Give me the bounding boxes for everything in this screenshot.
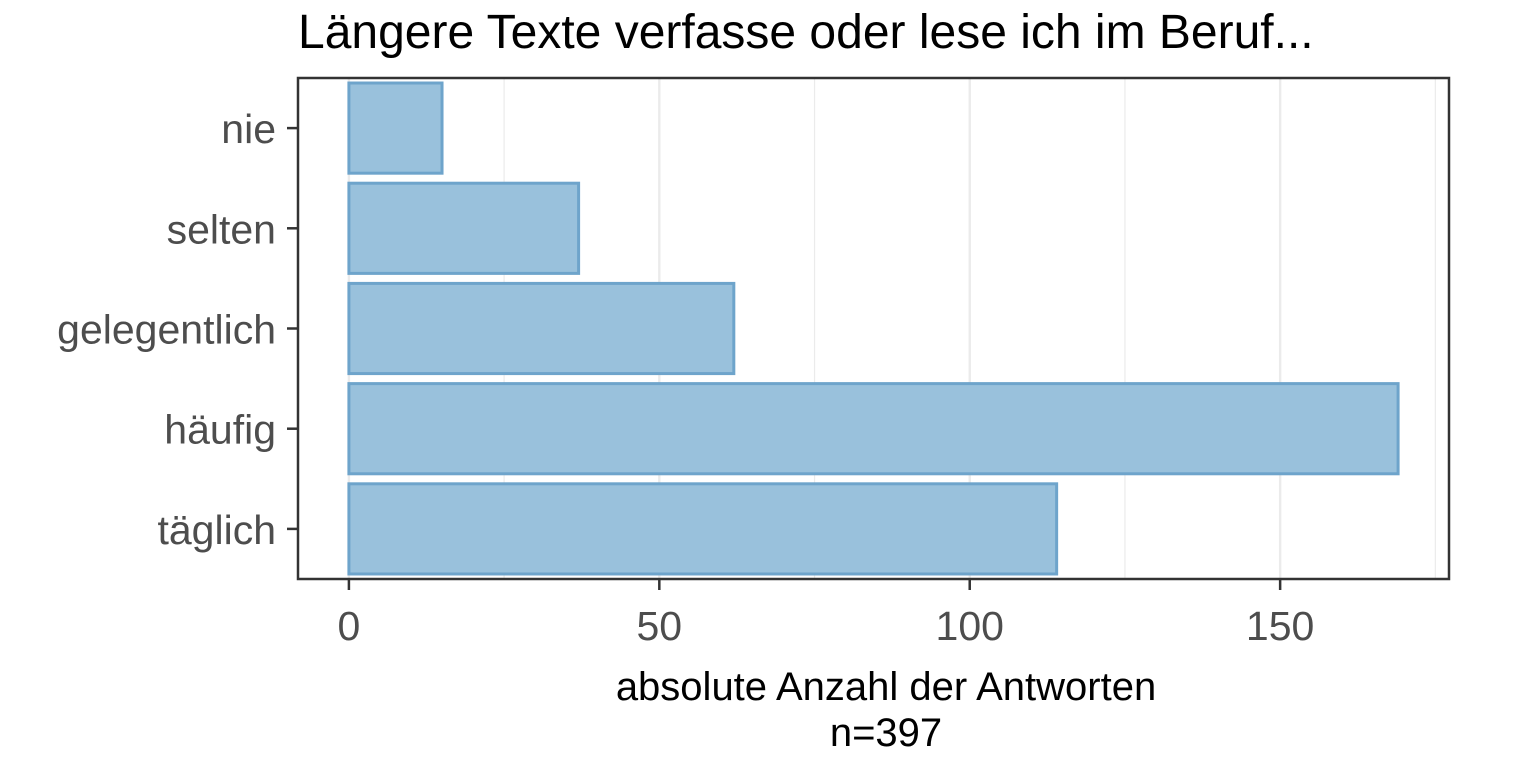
chart-title: Längere Texte verfasse oder lese ich im …	[298, 6, 1314, 59]
bar-nie	[347, 81, 444, 175]
bar-täglich	[347, 482, 1059, 576]
y-tick-label: selten	[167, 206, 276, 252]
x-tick-label: 100	[936, 603, 1004, 649]
y-tick-label: häufig	[164, 407, 276, 453]
x-axis: 0 50 100 150	[338, 579, 1314, 649]
bar-gelegentlich	[347, 281, 736, 376]
bar-häufig	[347, 382, 1400, 476]
y-tick-label: täglich	[157, 507, 276, 553]
y-tick-label: nie	[221, 106, 276, 152]
y-axis: nie selten gelegentlich häufig täglich	[57, 106, 298, 553]
x-axis-title: absolute Anzahl der Antworten	[616, 665, 1156, 709]
x-tick-label: 0	[338, 603, 361, 649]
bar-selten	[347, 181, 581, 275]
bars	[347, 81, 1400, 576]
x-tick-label: 50	[637, 603, 683, 649]
y-tick-label: gelegentlich	[57, 307, 276, 353]
sample-size-note: n=397	[830, 711, 942, 754]
x-tick-label: 150	[1246, 603, 1314, 649]
